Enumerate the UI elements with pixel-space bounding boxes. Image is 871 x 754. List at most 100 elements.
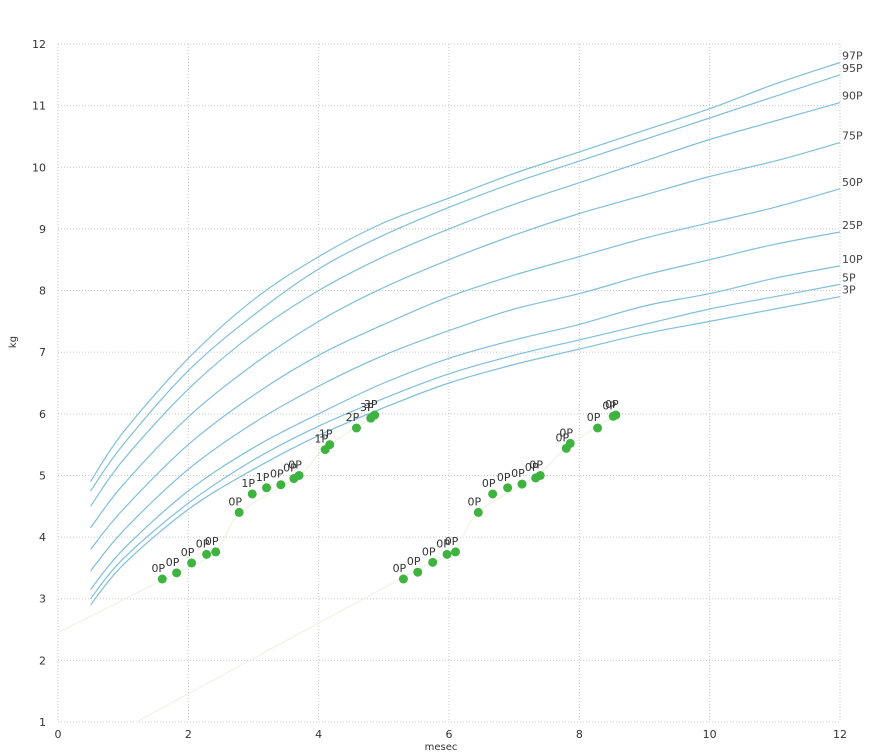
- percentile-label-97p: 97P: [842, 49, 863, 62]
- data-points: [157, 410, 621, 584]
- data-point-label: 0P: [151, 562, 165, 575]
- data-point: [517, 479, 527, 489]
- y-tick-label: 5: [39, 469, 46, 482]
- data-point-label: 3P: [364, 398, 378, 411]
- percentile-label-10p: 10P: [842, 253, 863, 266]
- data-point: [172, 568, 182, 578]
- data-point-label: 0P: [166, 556, 180, 569]
- percentile-label-5p: 5P: [842, 271, 856, 284]
- data-point: [611, 410, 621, 420]
- data-point-label: 3P: [360, 401, 374, 414]
- data-point: [294, 470, 304, 480]
- y-tick-label: 2: [39, 654, 46, 667]
- percentile-curve-10p: [90, 265, 841, 590]
- y-tick-label: 12: [32, 38, 46, 51]
- data-point: [503, 483, 513, 493]
- data-point-label: 0P: [525, 461, 539, 474]
- x-axis-label: mesec: [425, 742, 458, 753]
- y-axis-label: kg: [8, 336, 19, 348]
- percentile-curve-75p: [90, 142, 841, 529]
- data-point: [262, 483, 272, 493]
- data-point-label: 1P: [319, 428, 333, 441]
- data-point-label: 0P: [181, 546, 195, 559]
- data-point: [428, 557, 438, 567]
- percentile-curve-50p: [90, 188, 841, 550]
- data-point-label: 1P: [256, 471, 270, 484]
- trend-line: [135, 416, 613, 723]
- percentile-curve-5p: [90, 283, 841, 600]
- x-tick-label: 6: [446, 728, 453, 741]
- percentile-curve-3p: [90, 296, 841, 606]
- y-tick-label: 3: [39, 593, 46, 606]
- data-point-label: 0P: [511, 467, 525, 480]
- data-point-label: 0P: [436, 537, 450, 550]
- data-point: [442, 549, 452, 559]
- x-tick-label: 0: [55, 728, 62, 741]
- data-point-label: 0P: [602, 399, 616, 412]
- data-point-label: 0P: [468, 495, 482, 508]
- data-point: [565, 438, 575, 448]
- data-point-label: 0P: [529, 458, 543, 471]
- percentile-curve-97p: [90, 61, 841, 482]
- data-point-label: 0P: [445, 535, 459, 548]
- data-point-label: 0P: [270, 468, 284, 481]
- percentile-label-75p: 75P: [842, 130, 863, 143]
- y-tick-label: 7: [39, 346, 46, 359]
- data-point: [535, 470, 545, 480]
- data-point: [413, 567, 423, 577]
- x-tick-label: 10: [703, 728, 717, 741]
- data-point: [157, 574, 167, 584]
- data-point: [211, 547, 221, 557]
- x-tick-label: 8: [576, 728, 583, 741]
- y-tick-label: 4: [39, 531, 46, 544]
- y-tick-label: 6: [39, 408, 46, 421]
- data-point-label: 1P: [314, 433, 328, 446]
- percentile-label-25p: 25P: [842, 219, 863, 232]
- data-point: [202, 549, 212, 559]
- data-point: [247, 489, 257, 499]
- percentile-curve-95p: [90, 74, 841, 492]
- y-tick-label: 9: [39, 223, 46, 236]
- data-point-label: 0P: [228, 495, 242, 508]
- y-tick-label: 8: [39, 285, 46, 298]
- data-point: [187, 558, 197, 568]
- data-point-label: 0P: [283, 462, 297, 475]
- data-point: [351, 423, 361, 433]
- data-point: [325, 440, 335, 450]
- data-point-label: 0P: [205, 535, 219, 548]
- x-tick-label: 2: [185, 728, 192, 741]
- data-point-label: 0P: [482, 477, 496, 490]
- data-point: [276, 480, 286, 490]
- data-point-label: 0P: [196, 537, 210, 550]
- percentile-label-95p: 95P: [842, 62, 863, 75]
- data-point-label: 0P: [559, 426, 573, 439]
- data-point-label: 1P: [241, 477, 255, 490]
- data-point-label: 0P: [587, 411, 601, 424]
- percentile-curves: [90, 61, 841, 606]
- x-tick-label: 4: [315, 728, 322, 741]
- data-point: [234, 507, 244, 517]
- percentile-label-50p: 50P: [842, 176, 863, 189]
- data-point: [398, 574, 408, 584]
- percentile-curve-90p: [90, 102, 841, 507]
- data-point: [451, 547, 461, 557]
- y-tick-label: 1: [39, 716, 46, 729]
- data-point-label: 2P: [346, 411, 360, 424]
- data-point-label: 0P: [422, 545, 436, 558]
- y-tick-label: 11: [32, 100, 46, 113]
- data-point-label: 0P: [497, 471, 511, 484]
- data-point-label: 0P: [555, 431, 569, 444]
- data-point-label: 0P: [288, 458, 302, 471]
- data-point: [593, 423, 603, 433]
- percentile-label-90p: 90P: [842, 90, 863, 103]
- data-point-label: 0P: [605, 398, 619, 411]
- x-tick-label: 12: [833, 728, 847, 741]
- data-point: [488, 489, 498, 499]
- percentile-curve-25p: [90, 231, 841, 572]
- y-tick-label: 10: [32, 161, 46, 174]
- data-point-label: 0P: [393, 562, 407, 575]
